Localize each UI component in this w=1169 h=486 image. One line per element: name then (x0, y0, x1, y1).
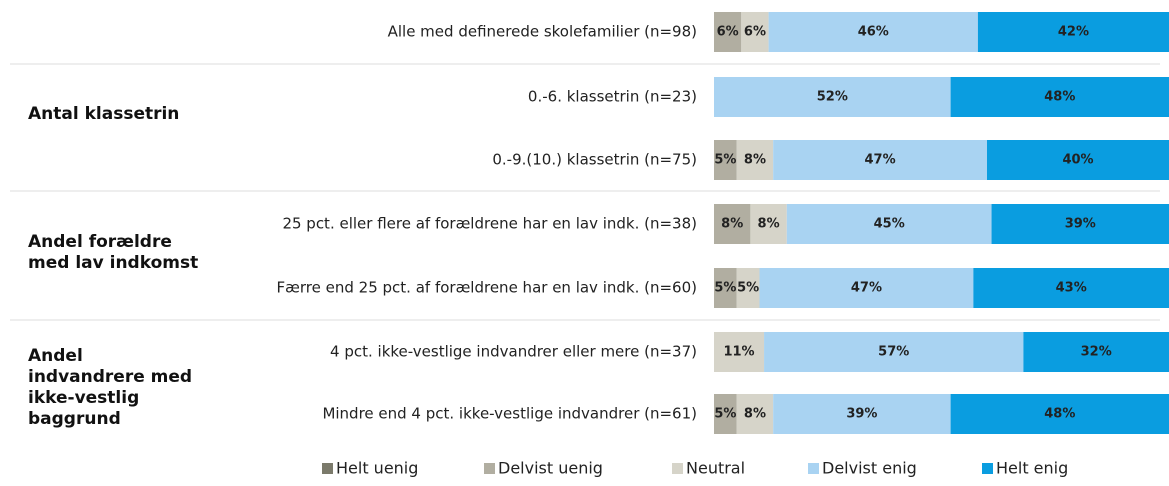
value-label: 6% (744, 25, 766, 40)
value-label: 11% (723, 345, 754, 360)
value-label: 48% (1044, 407, 1075, 422)
value-label: 46% (858, 25, 889, 40)
bar-segment (768, 12, 978, 52)
bar-segment (977, 12, 1169, 52)
value-label: 8% (758, 217, 780, 232)
bar-segment (714, 332, 765, 372)
bar-segment (764, 332, 1024, 372)
value-label: 45% (874, 217, 905, 232)
legend-label: Delvist enig (822, 459, 917, 478)
bar-segment (750, 204, 787, 244)
category-label: 0.-6. klassetrin (n=23) (528, 88, 697, 106)
bar-segment (741, 12, 769, 52)
value-label: 32% (1081, 345, 1112, 360)
legend-swatch (982, 463, 993, 474)
value-label: 43% (1056, 281, 1087, 296)
category-label: 4 pct. ikke-vestlige indvandrer eller me… (330, 343, 697, 361)
legend-label: Helt uenig (336, 459, 418, 478)
value-label: 39% (1065, 217, 1096, 232)
category-label: Alle med definerede skolefamilier (n=98) (388, 23, 697, 41)
group-label: Andel forældre med lav indkomst (28, 232, 199, 273)
value-label: 47% (865, 153, 896, 168)
value-label: 42% (1058, 25, 1089, 40)
bar-segment (714, 204, 751, 244)
legend-swatch (808, 463, 819, 474)
value-label: 5% (714, 153, 736, 168)
value-label: 5% (737, 281, 759, 296)
legend-label: Helt enig (996, 459, 1068, 478)
category-label: Færre end 25 pct. af forældrene har en l… (277, 279, 697, 297)
value-label: 47% (851, 281, 882, 296)
value-label: 8% (721, 217, 743, 232)
value-label: 6% (717, 25, 739, 40)
bar-segment (991, 204, 1169, 244)
bar-segment (714, 12, 742, 52)
legend-swatch (672, 463, 683, 474)
bar-segment (786, 204, 992, 244)
value-label: 52% (817, 90, 848, 105)
legend-swatch (322, 463, 333, 474)
bar-segment (736, 394, 774, 434)
bar-segment (773, 140, 987, 180)
bar-segment (759, 268, 974, 308)
bar-segment (950, 394, 1169, 434)
value-label: 40% (1062, 153, 1093, 168)
bar-segment (987, 140, 1169, 180)
bar-segment (714, 268, 737, 308)
group-label: Andel indvandrere med ikke-vestlig baggr… (28, 346, 193, 429)
category-label: 25 pct. eller flere af forældrene har en… (282, 215, 697, 233)
value-label: 5% (714, 407, 736, 422)
legend-label: Delvist uenig (498, 459, 603, 478)
bar-segment (1023, 332, 1169, 372)
bar-segment (714, 140, 737, 180)
category-label: 0.-9.(10.) klassetrin (n=75) (492, 151, 697, 169)
value-label: 5% (714, 281, 736, 296)
bar-segment (736, 140, 774, 180)
category-label: Mindre end 4 pct. ikke-vestlige indvandr… (322, 405, 697, 423)
legend-swatch (484, 463, 495, 474)
bar-segment (714, 394, 737, 434)
bar-segment (973, 268, 1169, 308)
group-label: Antal klassetrin (28, 104, 180, 124)
value-label: 8% (744, 153, 766, 168)
value-label: 39% (846, 407, 877, 422)
legend-label: Neutral (686, 459, 745, 478)
bar-segment (714, 77, 951, 117)
value-label: 48% (1044, 90, 1075, 105)
value-label: 57% (878, 345, 909, 360)
value-label: 8% (744, 407, 766, 422)
bar-segment (736, 268, 760, 308)
bar-segment (773, 394, 951, 434)
bar-segment (950, 77, 1169, 117)
